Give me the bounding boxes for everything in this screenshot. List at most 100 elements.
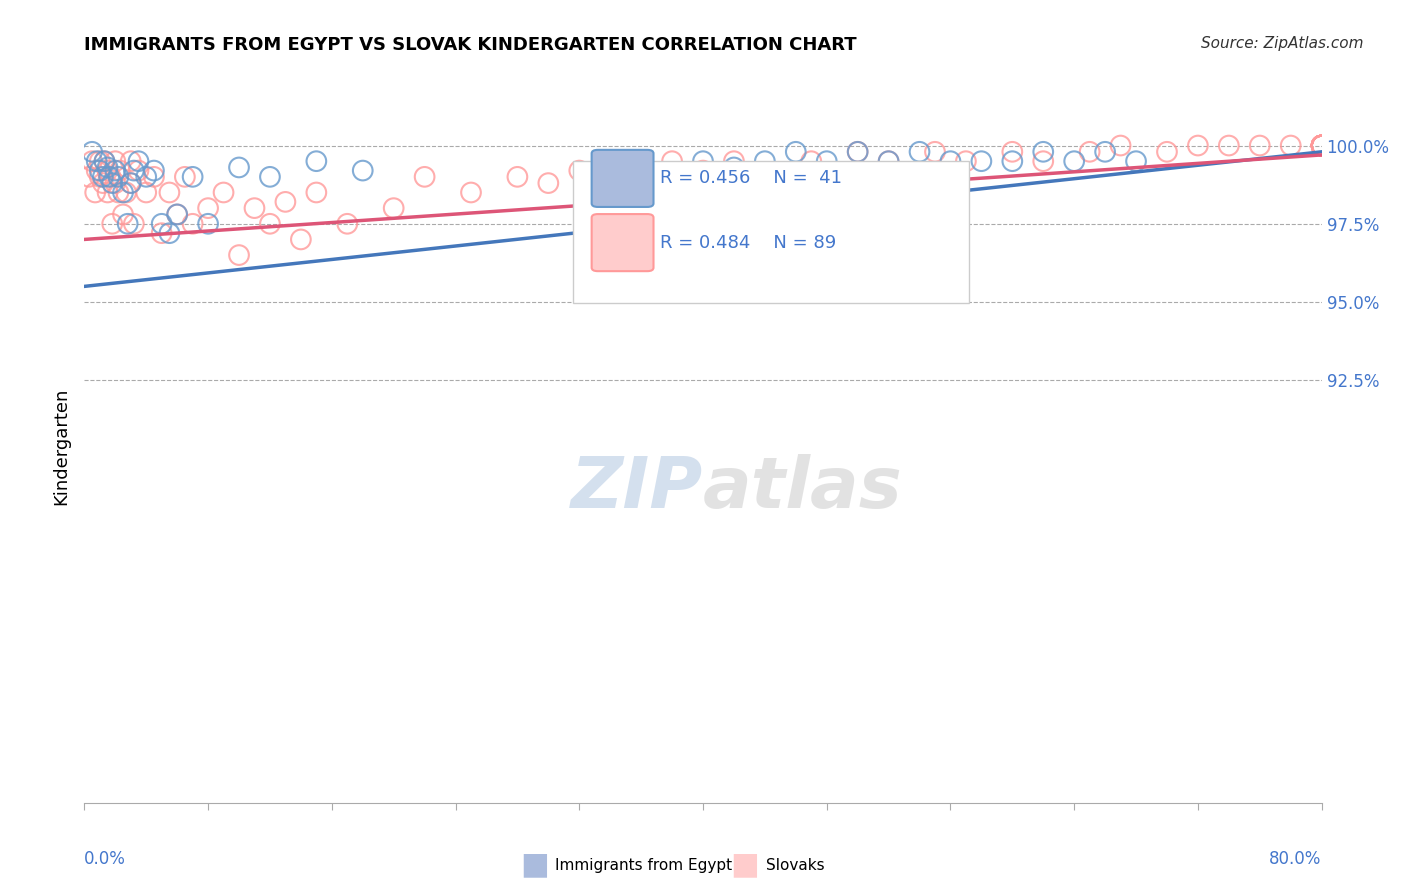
Point bbox=[723, 161, 745, 175]
Point bbox=[1310, 138, 1333, 153]
Point bbox=[815, 154, 838, 169]
Point bbox=[877, 154, 900, 169]
Text: Source: ZipAtlas.com: Source: ZipAtlas.com bbox=[1201, 36, 1364, 51]
Point bbox=[274, 194, 297, 209]
Text: ■: ■ bbox=[520, 851, 548, 880]
Point bbox=[614, 169, 637, 184]
Point bbox=[197, 201, 219, 215]
Point bbox=[1109, 138, 1132, 153]
Point bbox=[128, 154, 150, 169]
Text: 80.0%: 80.0% bbox=[1270, 850, 1322, 868]
Point bbox=[1310, 138, 1333, 153]
Point bbox=[117, 217, 139, 231]
Point bbox=[955, 154, 977, 169]
Point bbox=[112, 186, 135, 200]
Point bbox=[98, 169, 121, 184]
Point bbox=[93, 154, 115, 169]
Point bbox=[1310, 138, 1333, 153]
Point bbox=[1094, 145, 1116, 159]
Point bbox=[1310, 138, 1333, 153]
Point bbox=[122, 217, 145, 231]
Point bbox=[846, 145, 869, 159]
Point bbox=[122, 163, 145, 178]
Text: R = 0.456    N =  41: R = 0.456 N = 41 bbox=[659, 169, 842, 187]
Point bbox=[1032, 154, 1054, 169]
Point bbox=[259, 217, 281, 231]
Point bbox=[352, 163, 374, 178]
Point bbox=[212, 186, 235, 200]
Point bbox=[1125, 154, 1147, 169]
Point bbox=[1156, 145, 1178, 159]
Point bbox=[924, 145, 946, 159]
Text: Slovaks: Slovaks bbox=[766, 858, 825, 872]
Point bbox=[908, 145, 931, 159]
Point bbox=[107, 186, 129, 200]
Point bbox=[723, 154, 745, 169]
Point bbox=[135, 169, 157, 184]
FancyBboxPatch shape bbox=[592, 214, 654, 271]
Point bbox=[181, 217, 204, 231]
Point bbox=[1279, 138, 1302, 153]
Point bbox=[1032, 145, 1054, 159]
Text: atlas: atlas bbox=[703, 454, 903, 524]
Point bbox=[101, 176, 124, 190]
Point bbox=[1310, 138, 1333, 153]
Point bbox=[769, 169, 792, 184]
Point bbox=[1310, 138, 1333, 153]
Point bbox=[661, 154, 683, 169]
Point bbox=[537, 176, 560, 190]
Point bbox=[150, 217, 173, 231]
Point bbox=[1218, 138, 1240, 153]
Point bbox=[1310, 138, 1333, 153]
Point bbox=[568, 163, 591, 178]
Point bbox=[181, 169, 204, 184]
Point bbox=[159, 226, 181, 240]
Point bbox=[305, 186, 328, 200]
Point bbox=[1001, 154, 1024, 169]
Point bbox=[692, 154, 714, 169]
Point bbox=[290, 232, 312, 246]
Point bbox=[1310, 138, 1333, 153]
Point bbox=[89, 169, 111, 184]
Point bbox=[120, 176, 142, 190]
Point bbox=[89, 154, 111, 169]
Point bbox=[336, 217, 359, 231]
Text: ZIP: ZIP bbox=[571, 454, 703, 524]
Point bbox=[1310, 138, 1333, 153]
Point bbox=[1310, 138, 1333, 153]
Point bbox=[1310, 138, 1333, 153]
Point bbox=[104, 176, 127, 190]
Point bbox=[159, 186, 181, 200]
Point bbox=[1063, 154, 1085, 169]
Point bbox=[104, 154, 127, 169]
Point bbox=[692, 163, 714, 178]
Point bbox=[143, 169, 166, 184]
Text: IMMIGRANTS FROM EGYPT VS SLOVAK KINDERGARTEN CORRELATION CHART: IMMIGRANTS FROM EGYPT VS SLOVAK KINDERGA… bbox=[84, 36, 858, 54]
Point bbox=[82, 154, 104, 169]
Point bbox=[754, 154, 776, 169]
Point bbox=[104, 163, 127, 178]
Point bbox=[970, 154, 993, 169]
Point bbox=[82, 145, 104, 159]
Point bbox=[91, 176, 114, 190]
Point bbox=[197, 217, 219, 231]
Point bbox=[1310, 138, 1333, 153]
Point bbox=[1078, 145, 1101, 159]
Point bbox=[259, 169, 281, 184]
Point bbox=[115, 186, 138, 200]
Point bbox=[877, 154, 900, 169]
Point bbox=[101, 217, 124, 231]
Point bbox=[1310, 138, 1333, 153]
Point bbox=[150, 226, 173, 240]
Point bbox=[86, 163, 108, 178]
Point bbox=[228, 248, 250, 262]
Point bbox=[112, 207, 135, 221]
Point bbox=[1310, 138, 1333, 153]
Y-axis label: Kindergarten: Kindergarten bbox=[52, 387, 70, 505]
Point bbox=[120, 154, 142, 169]
Point bbox=[1310, 138, 1333, 153]
Point bbox=[382, 201, 405, 215]
Point bbox=[800, 154, 823, 169]
Point bbox=[107, 169, 129, 184]
Point bbox=[1310, 138, 1333, 153]
